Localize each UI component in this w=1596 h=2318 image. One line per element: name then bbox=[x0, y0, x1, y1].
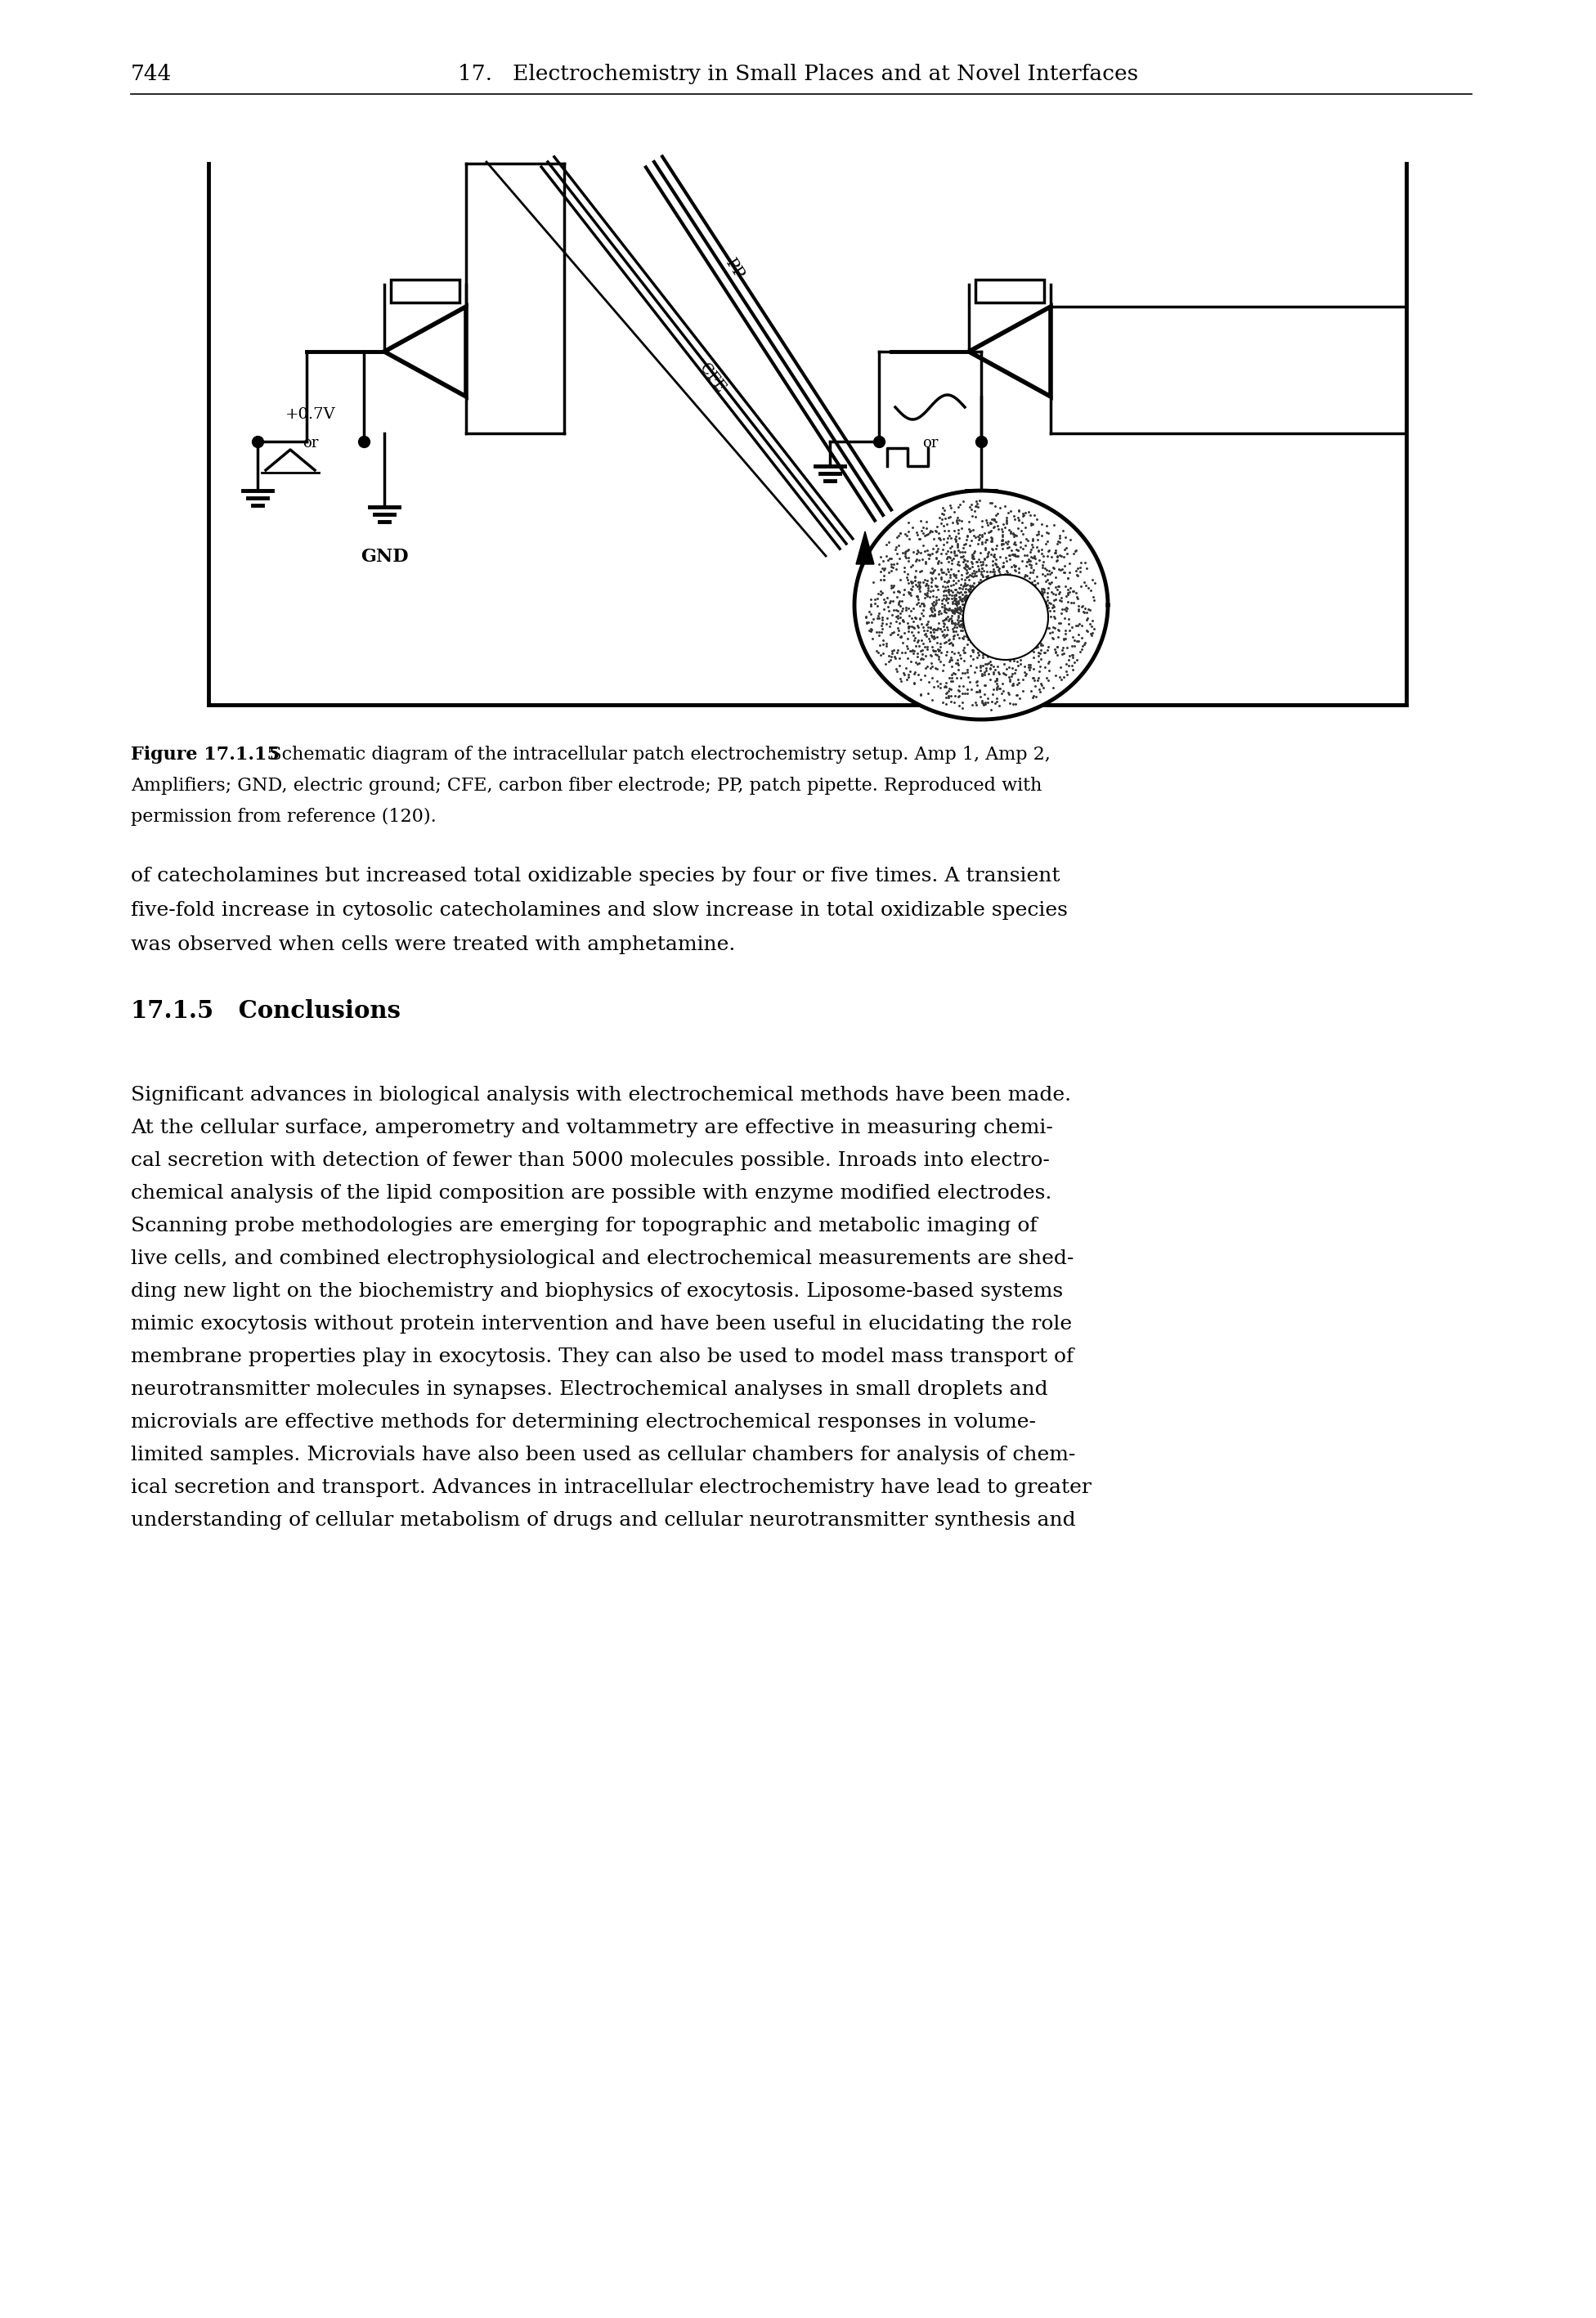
Polygon shape bbox=[962, 575, 1049, 661]
Bar bbox=[975, 280, 1044, 304]
Text: Figure 17.1.15: Figure 17.1.15 bbox=[131, 746, 279, 763]
Text: chemical analysis of the lipid composition are possible with enzyme modified ele: chemical analysis of the lipid compositi… bbox=[131, 1184, 1052, 1203]
Text: membrane properties play in exocytosis. They can also be used to model mass tran: membrane properties play in exocytosis. … bbox=[131, 1347, 1074, 1365]
Text: permission from reference (120).: permission from reference (120). bbox=[131, 809, 436, 825]
Text: mimic exocytosis without protein intervention and have been useful in elucidatin: mimic exocytosis without protein interve… bbox=[131, 1314, 1073, 1333]
Text: live cells, and combined electrophysiological and electrochemical measurements a: live cells, and combined electrophysiolo… bbox=[131, 1249, 1074, 1268]
Text: of catecholamines but increased total oxidizable species by four or five times. : of catecholamines but increased total ox… bbox=[131, 867, 1060, 885]
Text: or: or bbox=[922, 436, 938, 450]
Text: or: or bbox=[303, 436, 319, 450]
Text: Schematic diagram of the intracellular patch electrochemistry setup. Amp 1, Amp : Schematic diagram of the intracellular p… bbox=[252, 746, 1050, 763]
Text: +0.7V: +0.7V bbox=[286, 408, 335, 422]
Text: ical secretion and transport. Advances in intracellular electrochemistry have le: ical secretion and transport. Advances i… bbox=[131, 1479, 1092, 1497]
Text: 17.   Electrochemistry in Small Places and at Novel Interfaces: 17. Electrochemistry in Small Places and… bbox=[458, 65, 1138, 83]
Text: ding new light on the biochemistry and biophysics of exocytosis. Liposome-based : ding new light on the biochemistry and b… bbox=[131, 1282, 1063, 1300]
Text: CFE: CFE bbox=[696, 362, 728, 396]
Text: 744: 744 bbox=[131, 65, 172, 83]
Text: neurotransmitter molecules in synapses. Electrochemical analyses in small drople: neurotransmitter molecules in synapses. … bbox=[131, 1379, 1049, 1400]
Text: limited samples. Microvials have also been used as cellular chambers for analysi: limited samples. Microvials have also be… bbox=[131, 1446, 1076, 1465]
Text: Significant advances in biological analysis with electrochemical methods have be: Significant advances in biological analy… bbox=[131, 1085, 1071, 1106]
Polygon shape bbox=[854, 491, 1108, 719]
Text: cal secretion with detection of fewer than 5000 molecules possible. Inroads into: cal secretion with detection of fewer th… bbox=[131, 1152, 1050, 1171]
Text: Amp 2: Amp 2 bbox=[975, 283, 1044, 301]
Text: understanding of cellular metabolism of drugs and cellular neurotransmitter synt: understanding of cellular metabolism of … bbox=[131, 1511, 1076, 1530]
Bar bbox=[391, 280, 460, 304]
Text: PP: PP bbox=[721, 255, 747, 283]
Text: GND: GND bbox=[361, 547, 409, 566]
Text: five-fold increase in cytosolic catecholamines and slow increase in total oxidiz: five-fold increase in cytosolic catechol… bbox=[131, 902, 1068, 920]
Text: Amplifiers; GND, electric ground; CFE, carbon fiber electrode; PP, patch pipette: Amplifiers; GND, electric ground; CFE, c… bbox=[131, 777, 1042, 795]
Text: Scanning probe methodologies are emerging for topographic and metabolic imaging : Scanning probe methodologies are emergin… bbox=[131, 1217, 1037, 1235]
Text: was observed when cells were treated with amphetamine.: was observed when cells were treated wit… bbox=[131, 936, 736, 955]
Text: At the cellular surface, amperometry and voltammetry are effective in measuring : At the cellular surface, amperometry and… bbox=[131, 1120, 1053, 1138]
Text: Amp 1: Amp 1 bbox=[391, 283, 460, 301]
Polygon shape bbox=[855, 531, 875, 563]
Text: 17.1.5   Conclusions: 17.1.5 Conclusions bbox=[131, 999, 401, 1022]
Text: microvials are effective methods for determining electrochemical responses in vo: microvials are effective methods for det… bbox=[131, 1414, 1036, 1433]
